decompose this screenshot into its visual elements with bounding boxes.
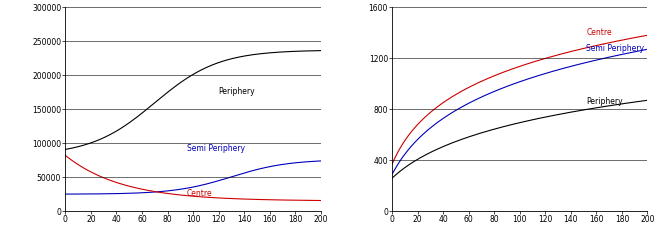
Text: Semi Periphery: Semi Periphery [186,144,245,153]
Text: Semi Periphery: Semi Periphery [586,44,644,53]
Text: Periphery: Periphery [586,97,623,106]
Text: Centre: Centre [186,189,213,198]
Text: Centre: Centre [586,28,611,37]
Text: Periphery: Periphery [218,87,255,96]
